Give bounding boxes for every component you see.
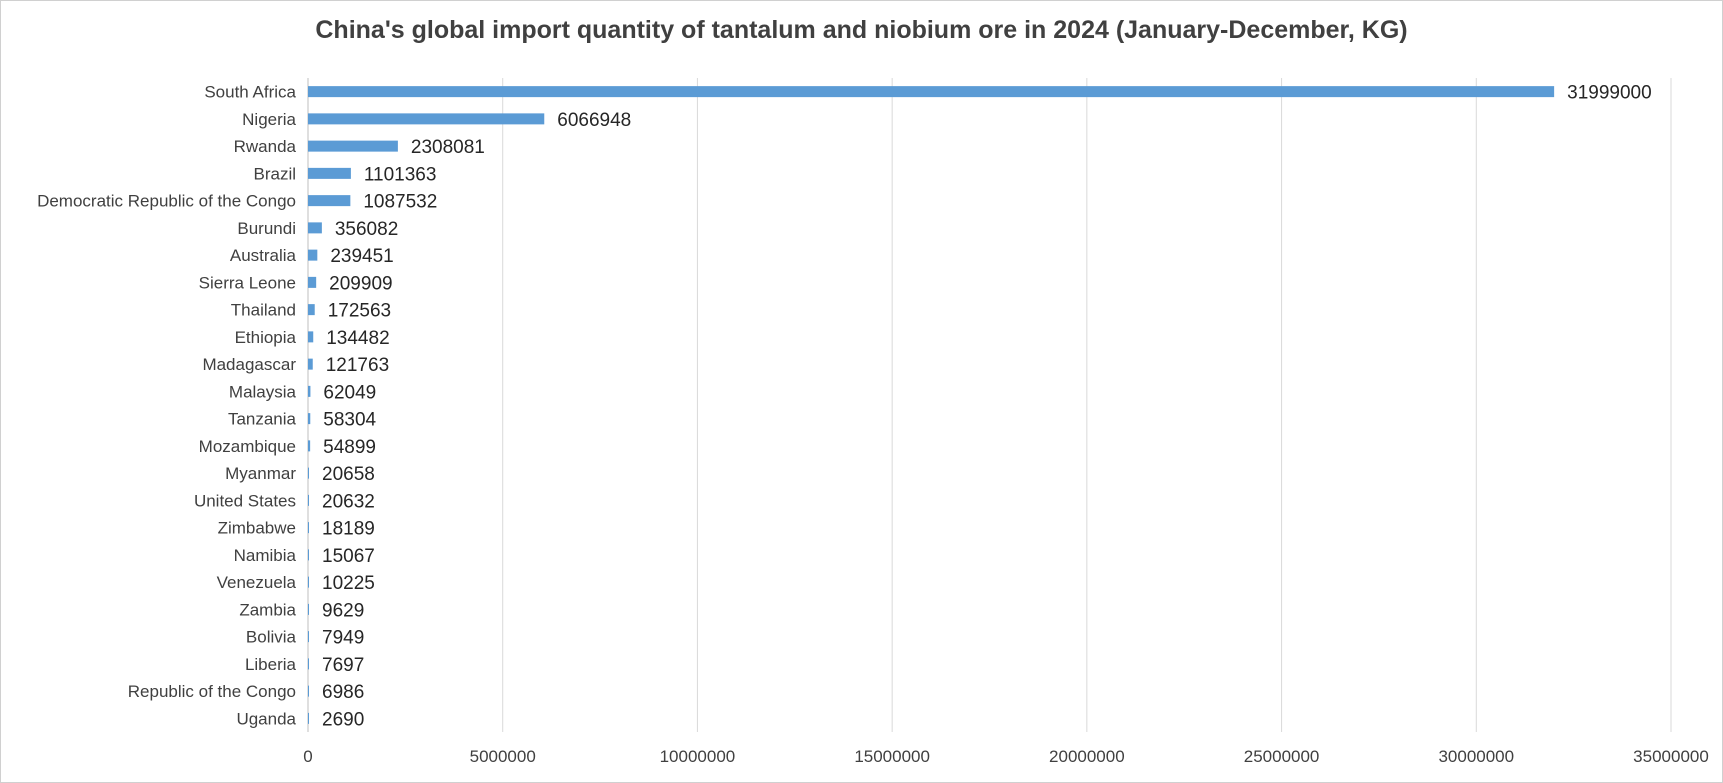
bar [308,467,309,479]
category-label: Burundi [237,219,296,238]
bar [308,685,309,697]
x-tick-label: 35000000 [1633,747,1709,766]
bar [308,358,313,370]
data-label: 7697 [322,655,364,676]
bar [308,413,311,425]
category-label: Tanzania [228,410,297,429]
bar [308,440,311,452]
x-tick-label: 5000000 [470,747,536,766]
chart-title: China's global import quantity of tantal… [315,16,1408,44]
data-label: 6066948 [557,110,631,131]
bar [308,603,309,615]
category-label: Venezuela [217,573,297,592]
category-label: Malaysia [229,382,297,401]
data-label: 62049 [323,382,376,403]
bar [308,549,309,561]
bar [308,331,314,343]
category-label: Democratic Republic of the Congo [37,192,296,211]
bar [308,113,545,125]
category-label: Namibia [234,546,297,565]
category-label: Thailand [231,301,296,320]
data-label: 20658 [322,464,375,485]
bar [308,276,317,288]
data-label: 1087532 [363,192,437,213]
data-label: 18189 [322,519,375,540]
category-label: Nigeria [242,110,296,129]
data-label: 172563 [328,301,391,322]
bar [308,304,315,316]
data-label: 134482 [326,328,389,349]
category-label: Uganda [236,709,296,728]
category-label: Rwanda [234,137,297,156]
bar [308,140,398,152]
data-label: 2690 [322,709,364,730]
bar [308,631,309,643]
x-tick-label: 25000000 [1244,747,1320,766]
category-label: Myanmar [225,464,296,483]
data-label: 6986 [322,682,364,703]
data-label: 121763 [326,355,389,376]
data-label: 58304 [323,410,376,431]
category-label: Sierra Leone [199,273,296,292]
bar [308,712,309,724]
category-label: Australia [230,246,297,265]
bar [308,222,322,234]
data-labels: 31999000 6066948 2308081 1101363 1087532 3560… [322,83,1652,731]
bar [308,494,309,506]
bars [308,86,1555,724]
category-label: Zimbabwe [218,519,296,538]
category-label: Madagascar [202,355,296,374]
bar [308,658,309,670]
category-label: Ethiopia [235,328,297,347]
x-tick-label: 15000000 [854,747,930,766]
category-label: United States [194,491,296,510]
category-label: Bolivia [246,628,297,647]
category-label: Mozambique [199,437,296,456]
x-tick-label: 0 [303,747,312,766]
data-label: 10225 [322,573,375,594]
data-label: 1101363 [364,164,437,185]
data-label: 209909 [329,273,392,294]
category-label: Republic of the Congo [128,682,296,701]
category-labels: South Africa Nigeria Rwanda Brazil Democrati… [37,83,296,729]
bar [308,522,309,534]
bar [308,249,318,261]
data-label: 9629 [322,600,364,621]
bar [308,86,1555,98]
data-label: 15067 [322,546,375,567]
data-label: 31999000 [1567,83,1652,104]
bar [308,576,309,588]
x-tick-label: 30000000 [1438,747,1514,766]
category-label: Liberia [245,655,297,674]
data-label: 54899 [323,437,376,458]
x-tick-label: 10000000 [660,747,736,766]
bar [308,385,311,397]
data-label: 2308081 [411,137,485,158]
x-tick-label: 20000000 [1049,747,1125,766]
category-label: South Africa [204,83,296,102]
bar [308,195,351,207]
category-label: Brazil [253,164,296,183]
data-label: 20632 [322,491,375,512]
bar [308,167,351,179]
x-axis-tick-labels: 0 5000000 10000000 15000000 20000000 25000000… [303,747,1709,766]
data-label: 356082 [335,219,398,240]
gridlines [502,78,1672,732]
data-label: 239451 [330,246,393,267]
data-label: 7949 [322,628,364,649]
category-label: Zambia [239,600,296,619]
